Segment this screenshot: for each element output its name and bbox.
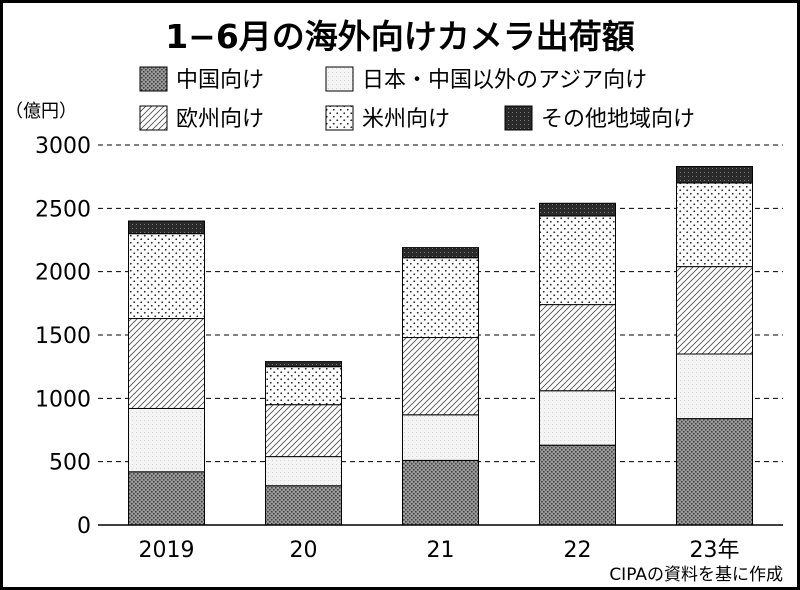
y-tick-label-2000: 2000 xyxy=(35,261,91,286)
bar-segment-2019-s1 xyxy=(128,407,205,473)
bar-segment-20-s3 xyxy=(265,366,342,406)
legend-swatch-0 xyxy=(139,66,168,92)
y-tick-label-0: 0 xyxy=(77,514,91,539)
bar-segment-23-s1 xyxy=(676,353,753,420)
legend-item-3: 米州向け xyxy=(325,105,450,132)
bar-segment-20-s1 xyxy=(265,456,342,487)
bar-segment-22-s2 xyxy=(539,304,616,392)
bar-segment-21-s3 xyxy=(402,257,479,339)
legend-swatch-3 xyxy=(325,105,354,131)
bar-segment-22-s3 xyxy=(539,215,616,306)
y-tick-label-2500: 2500 xyxy=(35,197,91,222)
y-axis-ticks: 0 500 1000 1500 2000 2500 3000 xyxy=(35,134,91,539)
legend-swatch-4 xyxy=(504,105,533,131)
bar-segment-2019-s0 xyxy=(128,471,205,526)
legend-item-0: 中国向け xyxy=(139,66,264,93)
bar-stack-21 xyxy=(402,247,479,526)
chart-title: 1−6月の海外向けカメラ出荷額 xyxy=(165,17,635,56)
y-tick-label-500: 500 xyxy=(49,451,91,476)
legend-swatch-1 xyxy=(325,66,354,92)
bar-stack-22 xyxy=(539,202,616,526)
y-axis-unit-label: （億円） xyxy=(5,101,77,122)
bar-segment-2019-s4 xyxy=(128,220,205,235)
bar-segment-21-s0 xyxy=(402,459,479,526)
y-tick-label-3000: 3000 xyxy=(35,134,91,159)
bar-segment-23-s2 xyxy=(676,266,753,355)
source-note: CIPAの資料を基に作成 xyxy=(609,565,783,585)
legend-swatch-2 xyxy=(139,105,168,131)
legend-item-2: 欧州向け xyxy=(139,105,264,132)
x-axis-ticks: 2019 20 21 22 23年 xyxy=(139,538,740,563)
bar-stack-2019 xyxy=(128,220,205,526)
legend-label-4: その他地域向け xyxy=(541,107,695,132)
bar-segment-20-s2 xyxy=(265,404,342,458)
bar-segment-22-s1 xyxy=(539,390,616,446)
bar-segment-23-s4 xyxy=(676,166,753,184)
y-tick-label-1500: 1500 xyxy=(35,324,91,349)
bars xyxy=(128,166,753,526)
bar-stack-23 xyxy=(676,166,753,526)
x-tick-label-20: 20 xyxy=(290,538,318,563)
legend-label-0: 中国向け xyxy=(176,68,264,93)
bar-segment-20-s0 xyxy=(265,485,342,526)
bar-segment-20-s4 xyxy=(265,361,342,368)
x-tick-label-22: 22 xyxy=(564,538,592,563)
x-tick-label-2019: 2019 xyxy=(139,538,195,563)
bar-segment-21-s2 xyxy=(402,337,479,416)
bar-segment-23-s3 xyxy=(676,182,753,268)
bar-segment-2019-s2 xyxy=(128,318,205,409)
bar-segment-21-s4 xyxy=(402,247,479,259)
x-tick-label-23: 23年 xyxy=(690,538,740,563)
bar-stack-20 xyxy=(265,361,342,526)
legend-item-1: 日本・中国以外のアジア向け xyxy=(325,66,647,93)
legend-label-3: 米州向け xyxy=(362,107,450,132)
y-tick-label-1000: 1000 xyxy=(35,387,91,412)
bar-segment-22-s0 xyxy=(539,444,616,526)
legend-label-2: 欧州向け xyxy=(176,107,264,132)
bar-segment-2019-s3 xyxy=(128,233,205,320)
legend-label-1: 日本・中国以外のアジア向け xyxy=(362,68,647,93)
bar-segment-22-s4 xyxy=(539,202,616,217)
x-tick-label-21: 21 xyxy=(427,538,455,563)
legend-item-4: その他地域向け xyxy=(504,105,695,132)
bar-segment-23-s0 xyxy=(676,418,753,526)
bar-segment-21-s1 xyxy=(402,414,479,461)
